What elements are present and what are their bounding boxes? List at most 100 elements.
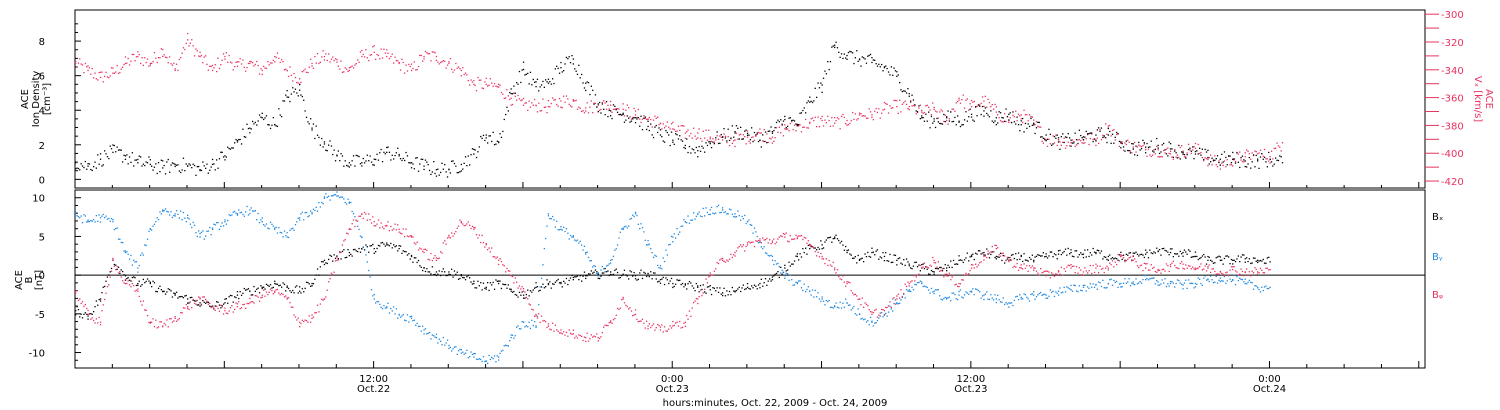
series-bz-point [145,309,147,311]
density-series-point [322,146,324,148]
density-series-point [843,53,845,55]
density-series-point [952,120,955,123]
density-series-point [399,158,402,160]
series-bz-point [470,227,472,230]
density-series-point [1250,167,1252,169]
density-series-point [926,120,928,122]
series-by-point [966,292,968,294]
density-series-point [589,93,591,96]
vx-series-point [713,141,715,143]
density-series-point [1082,136,1085,138]
series-bz-point [535,315,537,317]
series-bx-point [1146,251,1148,254]
density-series-point [540,84,543,86]
series-bz-point [155,319,157,321]
series-bz-point [767,242,769,244]
density-series-point [1204,148,1206,151]
series-bz-point [377,219,380,221]
vx-series-point [988,102,991,104]
density-series-point [769,130,771,132]
series-bz-point [435,257,438,259]
series-bx-point [976,253,978,255]
density-series-point [958,120,960,122]
density-series-point [651,134,653,136]
series-by-point [1228,275,1230,277]
series-by-point [98,214,100,216]
series-by-point [499,352,501,355]
series-bx-point [94,306,96,308]
series-bx-point [568,279,570,282]
series-bz-point [316,304,319,306]
vx-series-point [236,65,239,67]
density-series-point [701,145,703,147]
density-series-point [731,125,733,127]
series-by-point [1215,275,1217,278]
series-bz-point [188,308,190,311]
series-by-point [951,292,953,294]
density-series-point [899,82,901,84]
series-bz-point [235,302,237,304]
series-bz-point [755,240,757,242]
vx-series-point [585,110,587,112]
series-bz-point [817,251,819,253]
series-bx-point [387,244,389,246]
vx-series-point [738,134,740,136]
series-bx-point [587,273,590,275]
series-bx-point [492,281,494,284]
series-bx-point [1171,248,1173,250]
series-by-point [581,244,583,246]
series-bz-point [709,275,711,277]
series-bx-point [87,318,89,320]
series-bx-point [218,304,221,306]
series-bz-point [355,219,357,221]
series-by-point [224,221,226,223]
series-bz-point [962,279,964,281]
series-by-point [1161,279,1163,281]
density-series-point [301,95,303,98]
series-by-point [637,223,639,225]
series-bz-point [742,244,744,246]
series-bx-point [173,292,175,294]
density-series-point [970,116,973,118]
series-by-point [240,211,243,213]
vx-series-point [610,100,612,103]
series-by-point [234,210,236,213]
density-series-point [1247,163,1249,165]
series-bz-point [481,234,483,237]
vx-series-point [1017,113,1020,115]
series-by-point [163,210,165,212]
series-bx-point [673,285,675,288]
series-bx-point [348,251,350,254]
series-by-point [828,299,830,302]
density-series-point [1232,158,1234,160]
series-bx-point [684,283,686,285]
series-bz-point [1167,265,1169,267]
series-bz-point [137,290,139,292]
series-bz-point [427,258,429,260]
vx-series-point [850,120,852,122]
density-series-point [787,125,789,127]
density-series-point [536,78,539,80]
series-bx-point [469,277,471,279]
series-by-point [265,223,268,225]
vx-series-point [513,92,515,94]
vx-series-point [863,115,865,117]
density-series-point [133,165,135,167]
series-bz-point [1040,268,1042,270]
series-by-point [630,217,633,220]
series-by-point [326,196,328,198]
vx-series-point [80,63,82,65]
series-bz-point [622,296,624,299]
series-bz-point [1163,268,1165,270]
vx-series-point [297,82,299,84]
series-bz-point [680,327,682,329]
density-series-point [908,93,910,95]
vx-series-point [742,134,744,136]
vx-series-point [908,108,910,111]
series-bx-point [612,273,615,275]
series-bx-point [243,287,245,290]
series-bx-point [744,288,746,291]
density-series-point [474,149,476,151]
density-series-point [1020,124,1022,126]
density-series-point [1008,113,1010,115]
